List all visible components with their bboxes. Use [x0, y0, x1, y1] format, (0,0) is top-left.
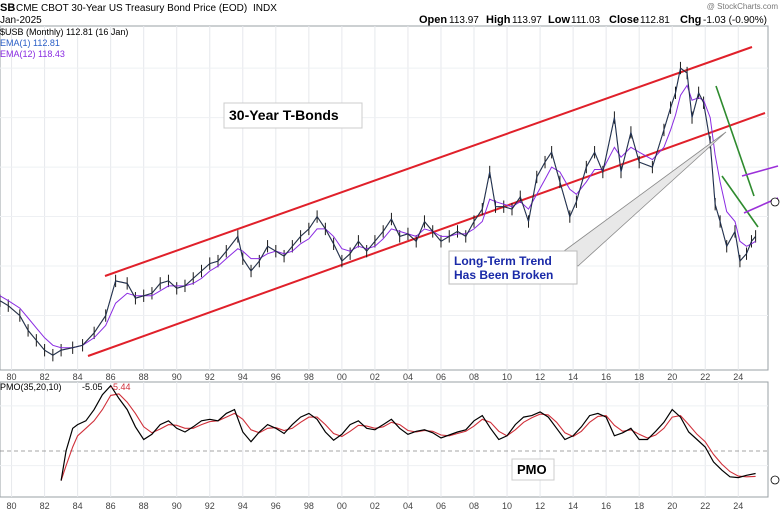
watermark: @ StockCharts.com: [707, 2, 779, 11]
x-tick-label: 08: [469, 372, 479, 382]
x-tick-label: 88: [139, 372, 149, 382]
x-tick-label: 04: [403, 372, 413, 382]
x-tick-label: 18: [634, 501, 644, 511]
channel-upper-line: [104, 46, 753, 277]
x-tick-label: 20: [667, 372, 677, 382]
x-tick-label: 82: [40, 372, 50, 382]
x-tick-label: 00: [337, 372, 347, 382]
pmo-panel: [0, 381, 769, 498]
x-tick-label: 98: [304, 372, 314, 382]
symbol-label: SB: [0, 2, 15, 14]
x-tick-label: 18: [634, 372, 644, 382]
pmo-last-marker: [770, 475, 780, 485]
x-tick-label: 10: [502, 501, 512, 511]
x-tick-label: 22: [700, 501, 710, 511]
pmo-line: [60, 384, 756, 481]
low-label: Low: [548, 14, 570, 26]
legend-ema12: EMA(12) 118.43: [0, 49, 65, 59]
x-tick-label: 98: [304, 501, 314, 511]
x-tick-label: 14: [568, 372, 578, 382]
legend-pmo-val1: -5.05: [82, 382, 103, 392]
x-tick-label: 80: [7, 501, 17, 511]
x-tick-label: 02: [370, 501, 380, 511]
x-tick-label: 84: [73, 501, 83, 511]
x-tick-label: 06: [436, 501, 446, 511]
x-tick-label: 00: [337, 501, 347, 511]
legend-price: $USB (Monthly) 112.81 (16 Jan): [0, 27, 128, 37]
x-tick-label: 22: [700, 372, 710, 382]
ema12-line: [0, 84, 756, 349]
callout-box: [448, 250, 578, 285]
title-box-text: 30-Year T-Bonds: [229, 107, 339, 123]
x-tick-label: 10: [502, 372, 512, 382]
pmo-signal-line: [60, 393, 756, 481]
legend-ema1: EMA(1) 112.81: [0, 38, 60, 48]
high-label: High: [486, 14, 511, 26]
x-tick-label: 94: [238, 372, 248, 382]
date-label: Jan-2025: [0, 15, 42, 26]
header-bar: [0, 0, 780, 26]
x-tick-label: 08: [469, 501, 479, 511]
x-tick-label: 96: [271, 501, 281, 511]
channel-lower-line: [87, 112, 766, 357]
x-tick-label: 86: [106, 501, 116, 511]
pmo-box-text: PMO: [517, 462, 547, 477]
price-x-axis: 80 82 84 86 88 90 92 94 96 98 00 02 04 06 08 10 12 14 16 18…: [7, 372, 744, 382]
pmo-x-axis: 80 82 84 86 88 90 92 94 96 98 00 02 04 06 08 10 12 14 16 18…: [7, 501, 744, 511]
exchange-label: INDX: [253, 3, 277, 14]
legend-pmo-val2: -5.44: [110, 382, 131, 392]
chg-value: -1.03 (-0.90%): [703, 15, 767, 26]
x-tick-label: 90: [172, 501, 182, 511]
x-tick-label: 84: [73, 372, 83, 382]
x-tick-label: 80: [7, 372, 17, 382]
price-series: [0, 61, 757, 362]
x-tick-label: 12: [535, 372, 545, 382]
title-box: [223, 102, 363, 129]
x-tick-label: 06: [436, 372, 446, 382]
pmo-series: [60, 384, 756, 481]
open-value: 113.97: [449, 15, 479, 26]
callout-line2: Has Been Broken: [454, 268, 553, 282]
price-last-marker: [770, 197, 780, 207]
x-tick-label: 24: [733, 372, 743, 382]
open-label: Open: [419, 14, 447, 26]
x-tick-label: 82: [40, 501, 50, 511]
x-tick-label: 24: [733, 501, 743, 511]
callout-line1: Long-Term Trend: [454, 254, 552, 268]
x-tick-label: 92: [205, 372, 215, 382]
x-tick-label: 14: [568, 501, 578, 511]
low-value: 111.03: [571, 15, 601, 26]
instrument-name: CME CBOT 30-Year US Treasury Bond Price …: [16, 3, 247, 14]
falling-trend-line-lower: [721, 175, 759, 228]
x-tick-label: 86: [106, 372, 116, 382]
triangle-upper-line: [741, 165, 779, 177]
legend-pmo-name: PMO(35,20,10): [0, 382, 62, 392]
x-tick-label: 12: [535, 501, 545, 511]
x-tick-label: 92: [205, 501, 215, 511]
pmo-box: [511, 458, 555, 481]
chg-label: Chg: [680, 14, 701, 26]
x-tick-label: 94: [238, 501, 248, 511]
x-tick-label: 02: [370, 372, 380, 382]
falling-trend-line-upper: [715, 85, 755, 197]
close-value: 112.81: [640, 15, 670, 26]
x-tick-label: 96: [271, 372, 281, 382]
ema1-line: [0, 67, 756, 356]
high-value: 113.97: [512, 15, 542, 26]
pmo-grid: [0, 382, 768, 497]
close-label: Close: [609, 14, 639, 26]
x-tick-label: 88: [139, 501, 149, 511]
x-tick-label: 04: [403, 501, 413, 511]
x-tick-label: 90: [172, 372, 182, 382]
x-tick-label: 16: [601, 501, 611, 511]
x-tick-label: 20: [667, 501, 677, 511]
x-tick-label: 16: [601, 372, 611, 382]
